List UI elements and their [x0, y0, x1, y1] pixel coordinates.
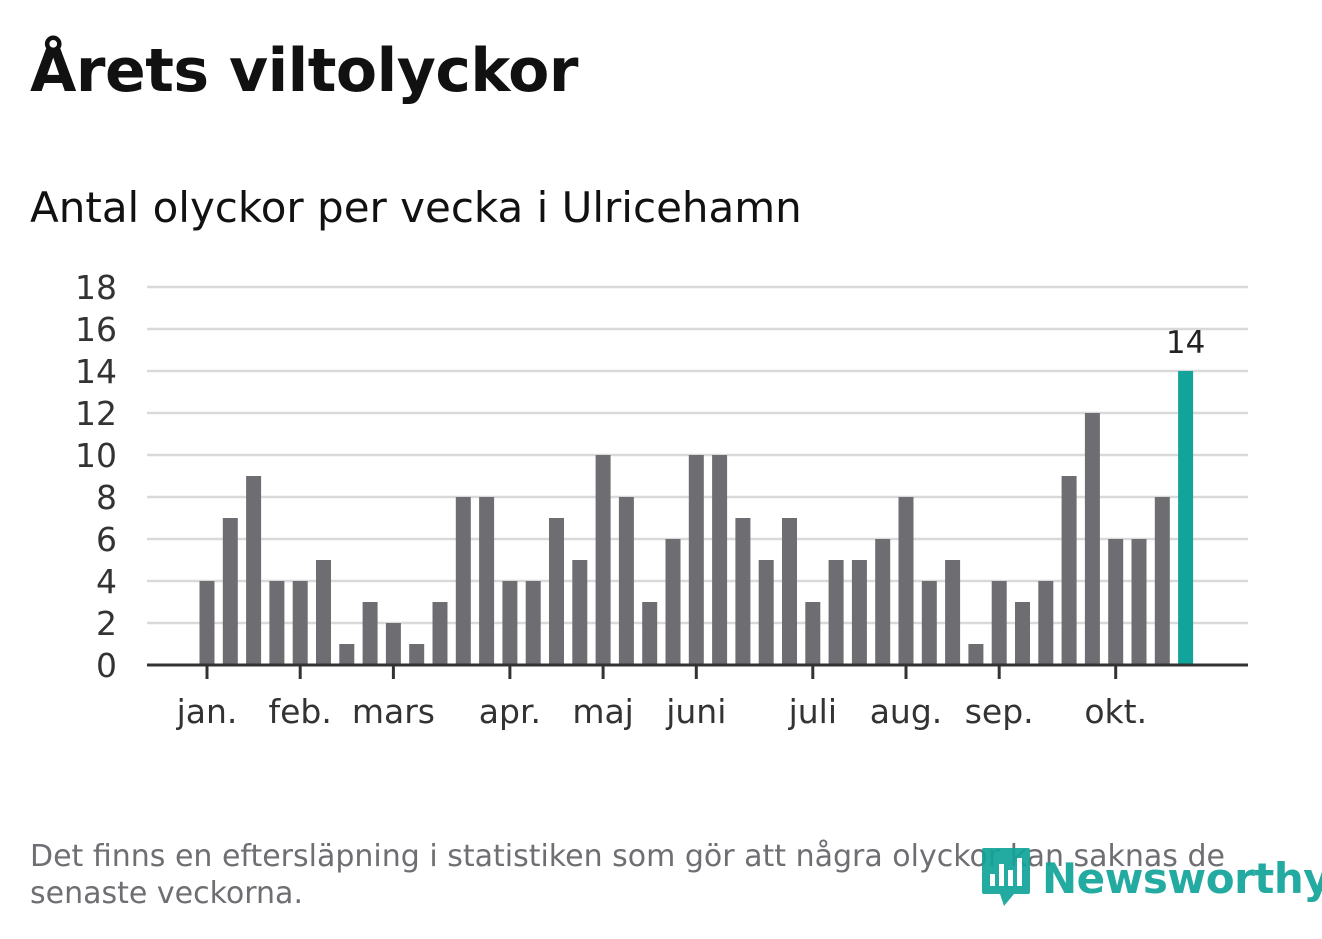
- y-tick-label: 16: [75, 310, 117, 349]
- bar: [222, 518, 238, 665]
- bar: [362, 602, 378, 665]
- bar: [1154, 497, 1170, 665]
- bar: [688, 455, 704, 665]
- x-tick-label: okt.: [1084, 692, 1147, 731]
- newsworthy-logo-icon: [982, 848, 1030, 906]
- bar: [828, 560, 844, 665]
- bars: [199, 371, 1194, 665]
- bar: [595, 455, 611, 665]
- bar: [316, 560, 331, 665]
- x-tick-label: jan.: [176, 692, 238, 731]
- bar: [991, 581, 1007, 665]
- bar: [712, 455, 728, 665]
- bar: [269, 581, 285, 665]
- bar: [525, 581, 541, 665]
- x-tick-label: juli: [788, 692, 837, 731]
- bar: [549, 518, 564, 665]
- bar: [1061, 476, 1077, 665]
- bar: [898, 497, 914, 665]
- bar: [572, 560, 588, 665]
- x-axis-tick-labels: jan. feb. mars apr. maj juni juli aug. sep. okt.: [176, 692, 1147, 731]
- bar: [1131, 539, 1147, 665]
- bar: [921, 581, 937, 665]
- x-tick-label: juni: [665, 692, 726, 731]
- y-tick-label: 4: [96, 562, 117, 601]
- bar: [455, 497, 471, 665]
- x-tick-label: apr.: [479, 692, 541, 731]
- bar: [618, 497, 634, 665]
- newsworthy-logo: Newsworthy: [980, 846, 1322, 910]
- bar: [432, 602, 448, 665]
- bar: [502, 581, 518, 665]
- x-tick-label: aug.: [870, 692, 943, 731]
- bar: [479, 497, 495, 665]
- bar: [805, 602, 821, 665]
- newsworthy-logo-text: Newsworthy: [1042, 853, 1322, 903]
- bar: [246, 476, 262, 665]
- bar: [782, 518, 797, 665]
- bar: [758, 560, 774, 665]
- data-labels: 14: [1166, 325, 1205, 361]
- bar: [339, 644, 355, 665]
- bar: [409, 644, 425, 665]
- bar: [735, 518, 751, 665]
- bar: [968, 644, 984, 665]
- bar: [385, 623, 401, 665]
- y-tick-label: 0: [96, 646, 117, 685]
- y-tick-label: 12: [75, 394, 117, 433]
- bar: [945, 560, 961, 665]
- y-tick-label: 18: [75, 268, 117, 307]
- chart-title: Årets viltolyckor: [30, 36, 579, 106]
- bar: [199, 581, 215, 665]
- bar: [665, 539, 681, 665]
- bar: [642, 602, 658, 665]
- y-tick-label: 10: [75, 436, 117, 475]
- x-tick-label: sep.: [965, 692, 1034, 731]
- bar: [1015, 602, 1030, 665]
- bar: [1084, 413, 1100, 665]
- data-label: 14: [1166, 325, 1205, 361]
- bar: [851, 560, 867, 665]
- x-tick-label: maj: [572, 692, 634, 731]
- bar: [1038, 581, 1054, 665]
- bar: [1108, 539, 1124, 665]
- chart-subtitle: Antal olyckor per vecka i Ulricehamn: [30, 183, 802, 232]
- bar: [875, 539, 891, 665]
- bar: [292, 581, 308, 665]
- x-axis: [147, 663, 1248, 679]
- bar: [1178, 371, 1194, 665]
- x-tick-label: feb.: [269, 692, 332, 731]
- y-tick-label: 8: [96, 478, 117, 517]
- y-tick-label: 14: [75, 352, 117, 391]
- x-tick-label: mars: [352, 692, 435, 731]
- y-tick-label: 6: [96, 520, 117, 559]
- y-tick-label: 2: [96, 604, 117, 643]
